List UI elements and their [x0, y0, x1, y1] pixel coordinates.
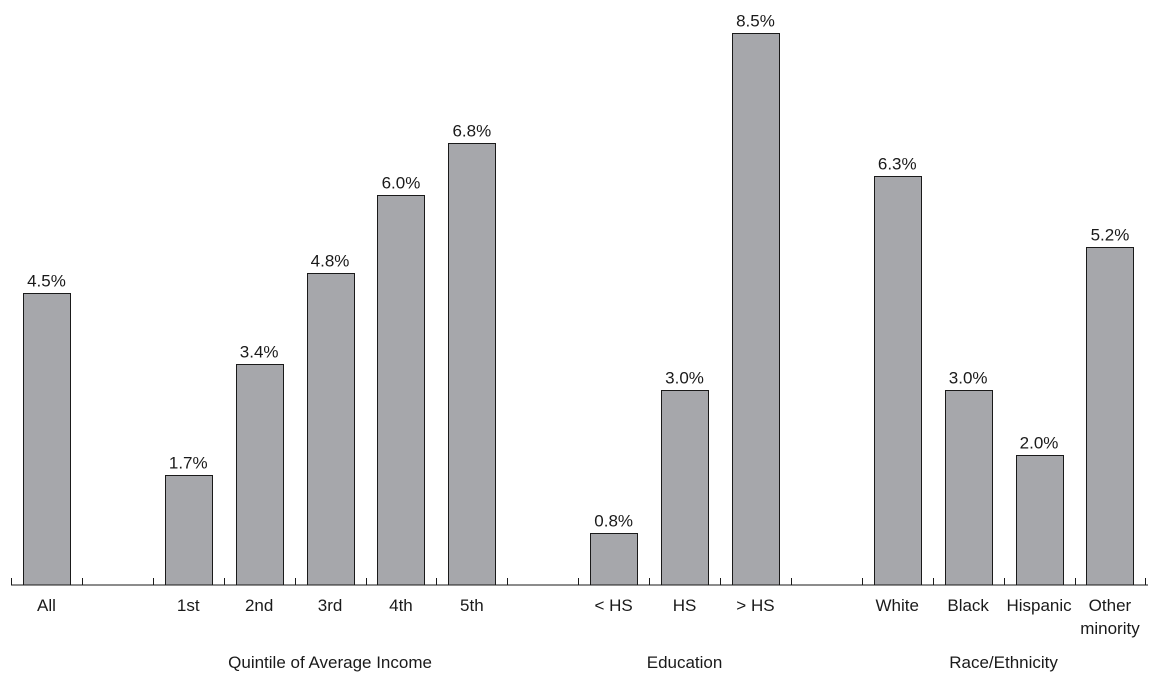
tick-label-1st: 1st	[177, 596, 200, 615]
value-label-other-minority: 5.2%	[1091, 226, 1130, 245]
bar-hs	[661, 390, 709, 586]
bar-hs	[590, 533, 638, 586]
tick-label-other-minority-line-1: Other	[1089, 596, 1132, 615]
group-labels-layer: Quintile of Average Income Education Race/…	[228, 653, 1058, 672]
value-label-hispanic: 2.0%	[1020, 434, 1059, 453]
bar-other-minority	[1086, 247, 1134, 586]
value-label-2nd: 3.4%	[240, 343, 279, 362]
bar-hs	[732, 33, 780, 586]
group-label-quintile-of-average-income: Quintile of Average Income	[228, 653, 432, 672]
bar-hispanic	[1016, 455, 1064, 586]
value-label-black: 3.0%	[949, 369, 988, 388]
tick-label-all: All	[37, 596, 56, 615]
tick-label-4th: 4th	[389, 596, 413, 615]
value-label-hs: 8.5%	[736, 12, 775, 31]
value-label-hs: 0.8%	[594, 512, 633, 531]
x-axis-ticks	[11, 578, 1146, 585]
bar-4th	[377, 195, 425, 586]
bar-5th	[448, 143, 496, 586]
bar-black	[945, 390, 993, 586]
value-label-1st: 1.7%	[169, 454, 208, 473]
group-label-education: Education	[647, 653, 723, 672]
value-label-white: 6.3%	[878, 155, 917, 174]
bar-white	[874, 176, 922, 586]
tick-label-hispanic: Hispanic	[1006, 596, 1072, 615]
bar-1st	[165, 475, 213, 586]
tick-label-hs: > HS	[736, 596, 774, 615]
value-labels-layer: 4.5% 1.7% 3.4% 4.8% 6.0% 6.8% 0.8% 3.0% 8.5% 6.3%…	[27, 12, 1129, 531]
tick-label-black: Black	[947, 596, 989, 615]
value-label-all: 4.5%	[27, 272, 66, 291]
value-label-hs: 3.0%	[665, 369, 704, 388]
tick-label-hs: HS	[673, 596, 697, 615]
bars-layer	[23, 33, 1134, 586]
bar-3rd	[307, 273, 355, 586]
group-label-race-ethnicity: Race/Ethnicity	[949, 653, 1058, 672]
value-label-5th: 6.8%	[452, 122, 491, 141]
bar-all	[23, 293, 71, 586]
tick-labels-layer: All 1st 2nd 3rd 4th 5th < HS HS > HS White Black Hi…	[37, 596, 1140, 638]
tick-label-5th: 5th	[460, 596, 484, 615]
tick-label-white: White	[876, 596, 919, 615]
tick-label-2nd: 2nd	[245, 596, 273, 615]
value-label-4th: 6.0%	[382, 174, 421, 193]
tick-label-3rd: 3rd	[318, 596, 343, 615]
bar-2nd	[236, 364, 284, 586]
tick-label-hs: < HS	[595, 596, 633, 615]
tick-label-other-minority-line-2: minority	[1080, 619, 1140, 638]
value-label-3rd: 4.8%	[311, 252, 350, 271]
